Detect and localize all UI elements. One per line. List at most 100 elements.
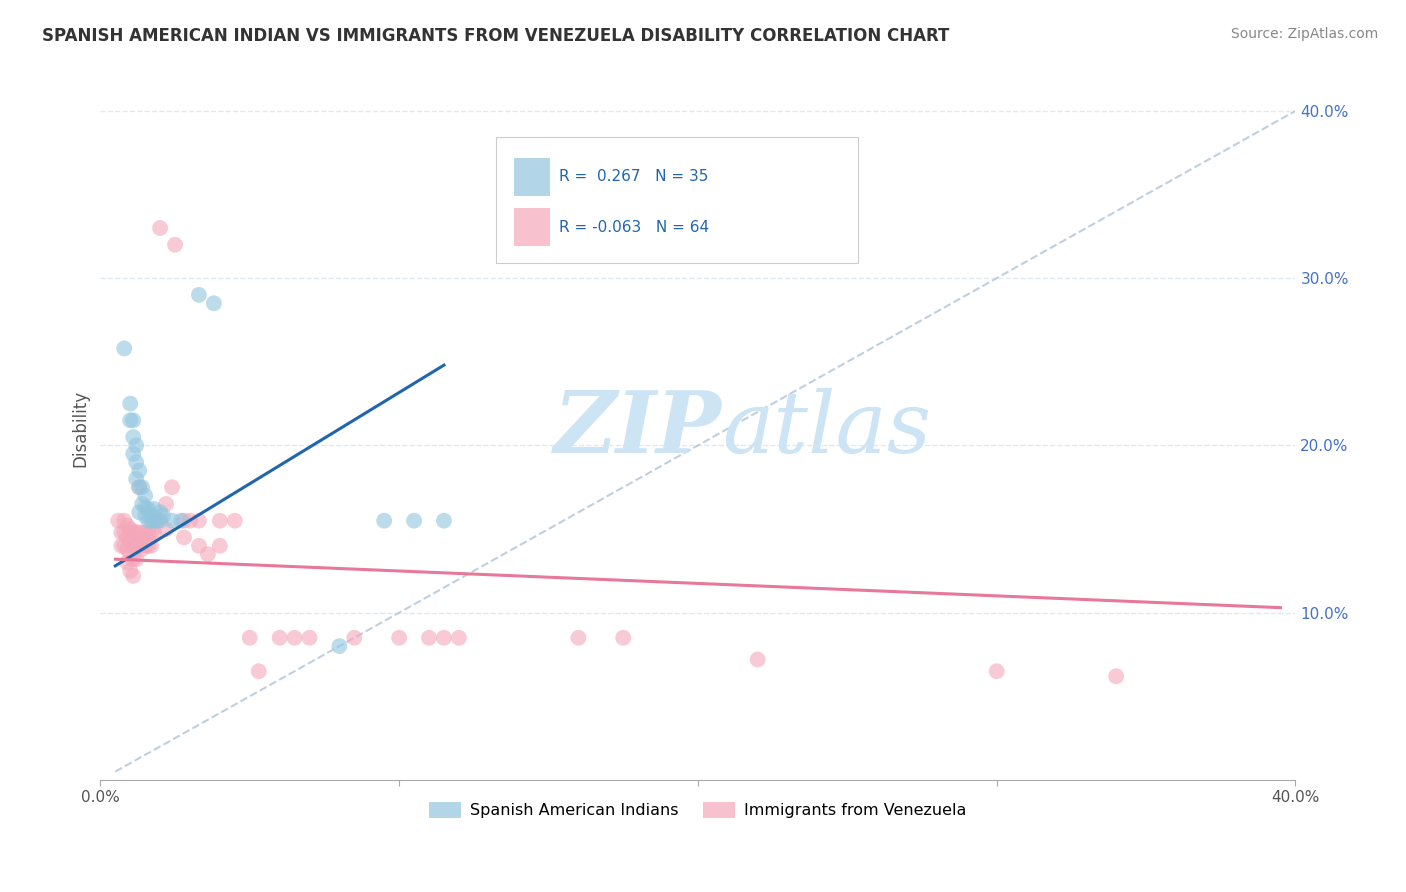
Point: [134, 489, 156, 503]
Point: [120, 413, 142, 427]
Point: [447, 631, 470, 645]
Point: [134, 500, 156, 515]
Point: [247, 665, 270, 679]
Point: [388, 631, 411, 645]
Point: [283, 631, 305, 645]
Point: [122, 569, 145, 583]
Point: [328, 639, 350, 653]
Point: [143, 525, 166, 540]
Point: [128, 463, 150, 477]
Point: [122, 447, 145, 461]
Point: [163, 237, 186, 252]
Point: [122, 539, 145, 553]
Point: [112, 539, 135, 553]
Point: [433, 514, 456, 528]
Point: [418, 631, 440, 645]
Point: [208, 514, 231, 528]
Point: [128, 539, 150, 553]
Legend: Spanish American Indians, Immigrants from Venezuela: Spanish American Indians, Immigrants fro…: [423, 796, 973, 825]
Point: [125, 552, 148, 566]
Point: [112, 525, 135, 540]
Point: [187, 539, 209, 553]
Point: [149, 221, 172, 235]
Point: [115, 556, 138, 570]
Point: [125, 438, 148, 452]
Point: [187, 288, 209, 302]
Point: [173, 530, 195, 544]
Point: [143, 514, 166, 528]
Point: [131, 542, 153, 557]
Point: [107, 514, 129, 528]
Point: [143, 502, 166, 516]
Point: [120, 522, 142, 536]
Point: [136, 525, 159, 540]
Point: [122, 430, 145, 444]
Point: [128, 480, 150, 494]
Point: [160, 480, 183, 494]
Point: [986, 665, 1008, 679]
Point: [402, 514, 425, 528]
Point: [128, 505, 150, 519]
Point: [115, 542, 138, 557]
Point: [112, 342, 135, 356]
Point: [146, 514, 169, 528]
Point: [179, 514, 201, 528]
Point: [567, 631, 589, 645]
Point: [110, 539, 132, 553]
Text: atlas: atlas: [721, 387, 931, 470]
Point: [160, 514, 183, 528]
Point: [128, 525, 150, 540]
Point: [269, 631, 291, 645]
Point: [208, 539, 231, 553]
Text: R = -0.063   N = 64: R = -0.063 N = 64: [560, 219, 709, 235]
Point: [139, 508, 162, 523]
Text: ZIP: ZIP: [554, 387, 721, 470]
Point: [125, 525, 148, 540]
Point: [112, 514, 135, 528]
Point: [149, 514, 172, 528]
Point: [139, 525, 162, 540]
Point: [120, 533, 142, 548]
Point: [149, 505, 172, 519]
Point: [136, 514, 159, 528]
Point: [131, 497, 153, 511]
Point: [343, 631, 366, 645]
Point: [125, 539, 148, 553]
Point: [155, 522, 177, 536]
Point: [115, 530, 138, 544]
Point: [131, 480, 153, 494]
Point: [134, 539, 156, 553]
Point: [125, 472, 148, 486]
Point: [1105, 669, 1128, 683]
Point: [120, 396, 142, 410]
Point: [128, 480, 150, 494]
Y-axis label: Disability: Disability: [72, 390, 89, 467]
Point: [612, 631, 634, 645]
Point: [139, 539, 162, 553]
Point: [134, 525, 156, 540]
Point: [173, 514, 195, 528]
Point: [120, 564, 142, 578]
Point: [747, 652, 769, 666]
Point: [155, 497, 177, 511]
Point: [224, 514, 246, 528]
Point: [146, 514, 169, 528]
Point: [433, 631, 456, 645]
Point: [122, 413, 145, 427]
Point: [122, 525, 145, 540]
Text: SPANISH AMERICAN INDIAN VS IMMIGRANTS FROM VENEZUELA DISABILITY CORRELATION CHAR: SPANISH AMERICAN INDIAN VS IMMIGRANTS FR…: [42, 27, 949, 45]
Text: Source: ZipAtlas.com: Source: ZipAtlas.com: [1230, 27, 1378, 41]
Point: [239, 631, 262, 645]
Point: [134, 508, 156, 523]
Point: [136, 502, 159, 516]
Point: [187, 514, 209, 528]
Point: [125, 455, 148, 469]
Point: [298, 631, 321, 645]
Point: [139, 514, 162, 528]
Point: [373, 514, 395, 528]
Point: [197, 547, 219, 561]
Point: [152, 508, 174, 523]
Point: [202, 296, 225, 310]
Point: [136, 539, 159, 553]
Point: [110, 525, 132, 540]
